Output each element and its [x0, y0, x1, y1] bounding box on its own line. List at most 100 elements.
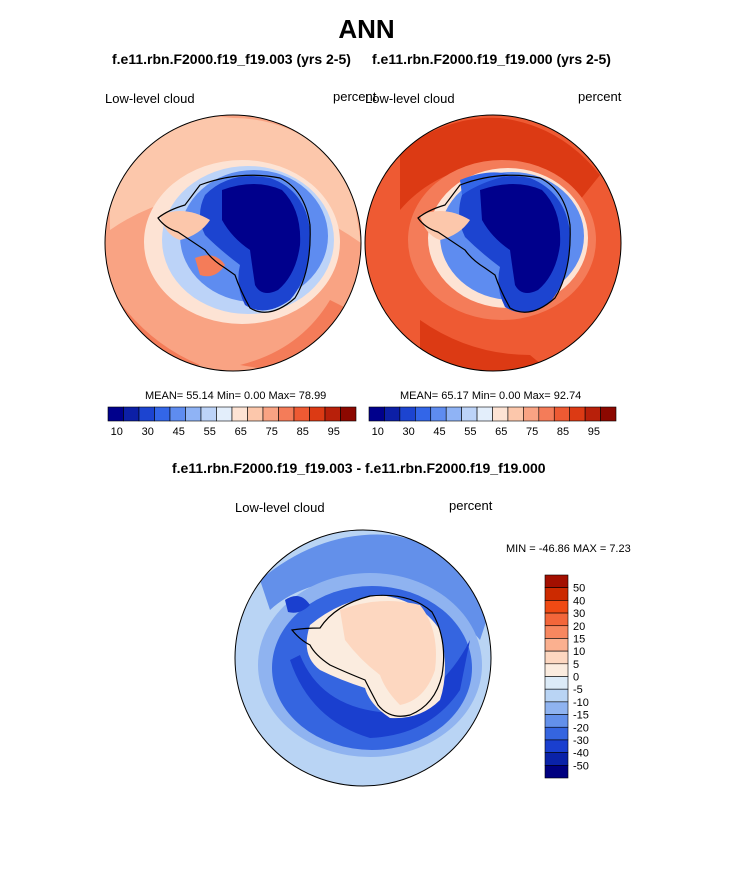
diff-colorbar-swatch	[544, 739, 569, 753]
panel1-colorbar-tick-label: 10	[111, 426, 123, 438]
panel2-colorbar-tick-label: 30	[402, 426, 414, 438]
diff-colorbar-tick-label: -50	[573, 760, 589, 772]
panel2-colorbar-swatch	[430, 406, 447, 422]
panel2-colorbar-tick-label: 10	[372, 426, 384, 438]
panel1-colorbar-swatch	[185, 406, 202, 422]
diff-colorbar-tick-label: -5	[573, 684, 583, 696]
panel1-case-title: f.e11.rbn.F2000.f19_f19.003 (yrs 2-5)	[112, 51, 351, 67]
panel2-core-darkblue	[480, 184, 561, 294]
panel2-colorbar-swatch	[600, 406, 617, 422]
panel1-colorbar-swatch	[154, 406, 171, 422]
diff-band-north	[260, 534, 490, 640]
panel1-colorbar-swatch	[340, 406, 357, 422]
panel1-colorbar-swatch	[107, 406, 124, 422]
diff-colorbar-tick-label: -15	[573, 710, 589, 722]
panel1-core-darkblue	[222, 184, 301, 294]
panel1-colorbar: 10 30 45 55 65 75 85 95	[107, 406, 357, 438]
panel2-colorbar-tick-label: 95	[588, 426, 600, 438]
panel2-units-label: percent	[578, 89, 622, 104]
panel2-colorbar-swatch	[507, 406, 524, 422]
panel1-colorbar-swatch	[123, 406, 140, 422]
panel1-colorbar-tick-label: 85	[297, 426, 309, 438]
panel1-coastline	[157, 174, 311, 313]
panel1-stats: MEAN= 55.14 Min= 0.00 Max= 78.99	[145, 390, 327, 402]
diff-map	[235, 530, 491, 786]
panel1-colorbar-tick-label: 30	[142, 426, 154, 438]
panel1-colorbar-tick-label: 75	[266, 426, 278, 438]
panel2-colorbar-swatch	[476, 406, 493, 422]
diff-colorbar-swatch	[544, 765, 569, 779]
diff-colorbar-swatch	[544, 612, 569, 627]
panel2-colorbar-swatch	[523, 406, 540, 422]
diff-colorbar-tick-label: 30	[573, 608, 585, 620]
panel1-map	[105, 115, 361, 371]
diff-colorbar-tick-label: 50	[573, 583, 585, 595]
diff-colorbar-swatch	[544, 752, 569, 766]
diff-colorbar-swatch	[544, 726, 569, 741]
diff-colorbar-swatch	[544, 650, 569, 665]
diff-map-border	[234, 529, 492, 787]
diff-colorbar-swatch	[544, 625, 569, 639]
panel2-colorbar-tick-label: 75	[526, 426, 538, 438]
panel1-colorbar-swatch	[216, 406, 233, 422]
diff-colorbar-tick-label: 10	[573, 646, 585, 658]
panel2-colorbar-tick-label: 55	[464, 426, 476, 438]
diff-colorbar-swatch	[544, 688, 569, 703]
diff-colorbar-tick-label: -20	[573, 722, 589, 734]
panel2-map	[365, 115, 621, 371]
diff-colorbar-tick-label: -10	[573, 697, 589, 709]
diff-colorbar-swatch	[544, 663, 569, 677]
diff-colorbar-tick-label: 0	[573, 672, 579, 684]
diff-colorbar-swatch	[544, 587, 569, 601]
diff-colorbar-swatch	[544, 600, 569, 614]
panel2-colorbar-tick-label: 65	[495, 426, 507, 438]
panel1-colorbar-swatch	[309, 406, 326, 422]
panel2-case-title: f.e11.rbn.F2000.f19_f19.000 (yrs 2-5)	[372, 51, 611, 67]
diff-minmax: MIN = -46.86 MAX = 7.23	[506, 543, 631, 555]
diff-colorbar-tick-label: 5	[573, 659, 579, 671]
diff-coastline	[290, 594, 445, 717]
diff-continent-warm	[340, 601, 436, 705]
panel2-colorbar-swatch	[384, 406, 401, 422]
panel2-north-patch	[460, 172, 510, 195]
panel1-colorbar-tick-label: 95	[328, 426, 340, 438]
panel2-colorbar-swatch	[445, 406, 462, 422]
panel1-colorbar-swatch	[169, 406, 186, 422]
panel1-colorbar-swatch	[324, 406, 341, 422]
diff-colorbar-swatch	[544, 676, 569, 690]
diff-units-label: percent	[449, 498, 493, 513]
diff-colorbar-tick-label: 40	[573, 595, 585, 607]
diff-colorbar-swatch	[544, 638, 569, 652]
panel1-colorbar-tick-label: 55	[204, 426, 216, 438]
panel2-colorbar-tick-label: 45	[433, 426, 445, 438]
diff-title: f.e11.rbn.F2000.f19_f19.003 - f.e11.rbn.…	[172, 460, 546, 476]
diff-peninsula-patch	[285, 596, 310, 613]
panel2-colorbar-swatch	[584, 406, 601, 422]
panel2-colorbar-swatch	[492, 406, 509, 422]
panel2-colorbar-swatch	[569, 406, 586, 422]
diff-variable-label: Low-level cloud	[235, 500, 325, 515]
panel1-map-border	[104, 114, 362, 372]
diff-colorbar-swatch	[544, 701, 569, 715]
panel1-units-label: percent	[333, 89, 377, 104]
panel1-colorbar-swatch	[262, 406, 279, 422]
diff-colorbar-swatch	[544, 574, 569, 588]
panel2-colorbar-swatch	[461, 406, 478, 422]
diff-colorbar-tick-label: 15	[573, 633, 585, 645]
diff-colorbar-swatch	[544, 714, 569, 728]
panel1-colorbar-swatch	[200, 406, 217, 422]
panel1-colorbar-swatch	[247, 406, 264, 422]
panel2-peninsula-patch	[420, 211, 470, 240]
panel2-colorbar-swatch	[415, 406, 432, 422]
panel2-map-border	[364, 114, 622, 372]
panel2-colorbar-swatch	[399, 406, 416, 422]
panel1-ross-patch	[195, 255, 225, 277]
panel2-stats: MEAN= 65.17 Min= 0.00 Max= 92.74	[400, 390, 582, 402]
diff-inner-dark	[290, 640, 470, 738]
diff-colorbar-tick-label: -30	[573, 735, 589, 747]
panel1-variable-label: Low-level cloud	[105, 91, 195, 106]
panel2-colorbar-swatch	[538, 406, 555, 422]
